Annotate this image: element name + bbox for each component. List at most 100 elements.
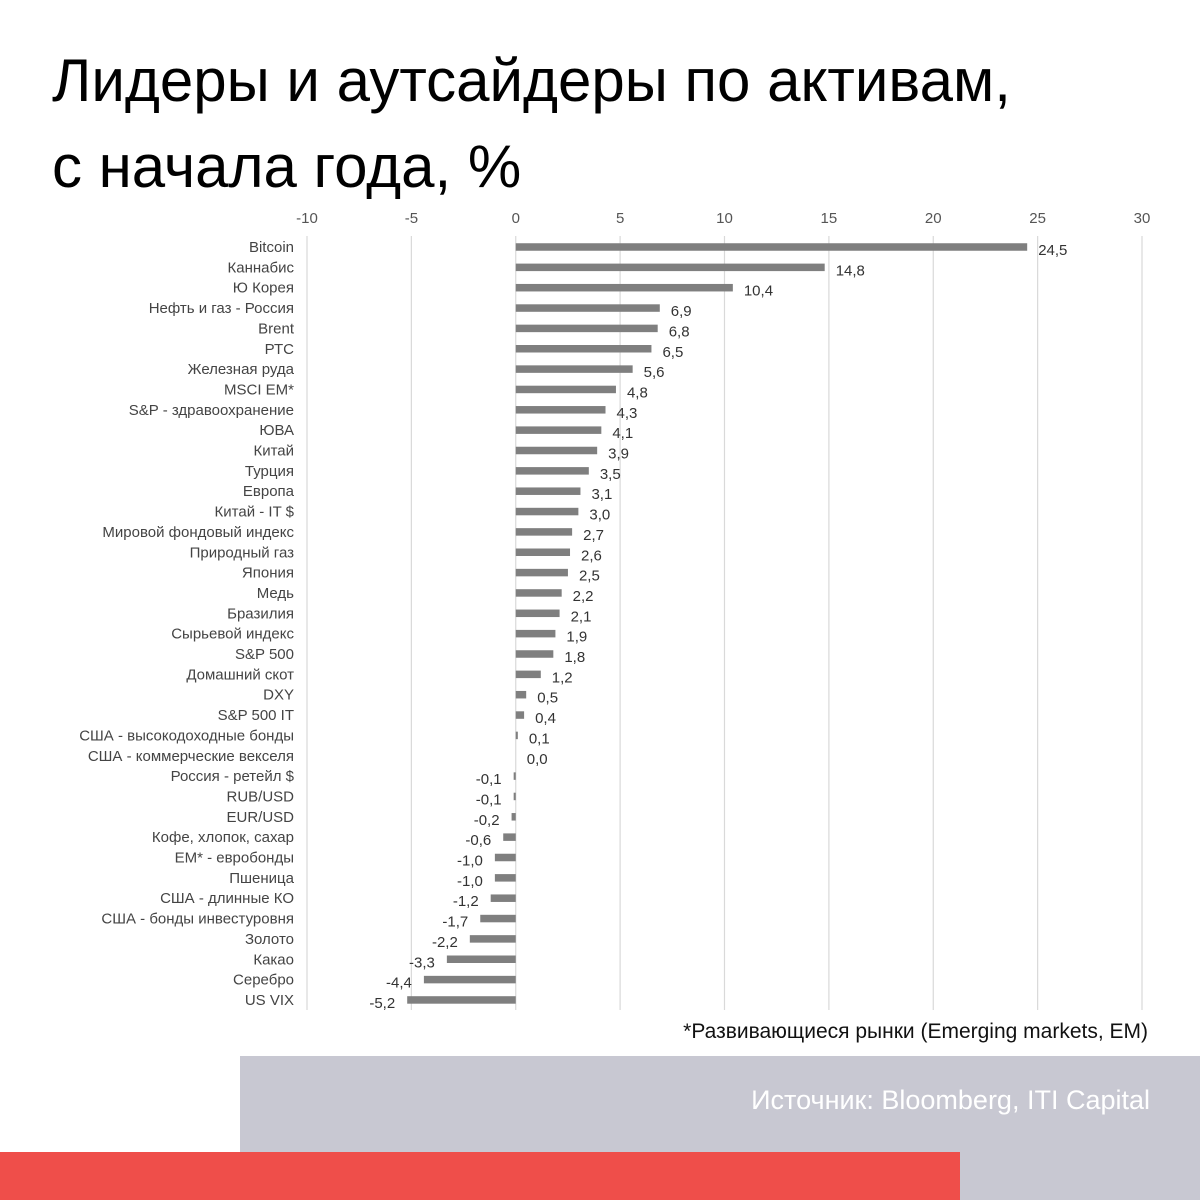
data-label: -0,1 — [476, 791, 502, 808]
category-label: DXY — [263, 687, 294, 704]
category-label: Кофе, хлопок, сахар — [152, 829, 294, 846]
data-label: 14,8 — [836, 262, 865, 279]
data-label: 2,5 — [579, 568, 600, 585]
bar — [515, 528, 573, 536]
category-label: Бразилия — [227, 605, 294, 622]
bar — [515, 507, 579, 516]
data-label: 1,9 — [566, 629, 587, 646]
bar — [515, 324, 658, 333]
x-tick-label: 5 — [616, 210, 624, 227]
data-label: 6,9 — [671, 303, 692, 320]
category-label: РТС — [265, 341, 294, 358]
bar — [446, 955, 516, 963]
data-label: -0,1 — [476, 771, 502, 788]
category-label: Какао — [253, 951, 294, 968]
bar — [515, 385, 616, 394]
bar — [515, 609, 560, 618]
bar — [515, 304, 660, 312]
data-label: 2,2 — [573, 588, 594, 605]
category-label: RUB/USD — [226, 788, 294, 805]
bar — [515, 426, 602, 434]
category-label: Нефть и газ - Россия — [149, 300, 294, 317]
data-label: 0,1 — [529, 730, 550, 747]
bar-chart: -10 -5 0 5 10 15 20 25 30 Bitcoin 24,5 Каннабис 14,8… — [79, 210, 1151, 1012]
chart-title: Лидеры и аутсайдеры по активам, с начала… — [52, 38, 1011, 210]
category-label: Ю Корея — [233, 280, 294, 297]
category-label: Мировой фондовый индекс — [102, 524, 294, 541]
category-label: Китай — [253, 443, 294, 460]
category-label: США - бонды инвестуровня — [101, 911, 294, 928]
bar — [515, 467, 589, 475]
data-label: 4,3 — [617, 405, 638, 422]
bar — [480, 914, 516, 923]
bar — [515, 711, 525, 719]
data-label: 3,0 — [589, 507, 610, 524]
data-label: 5,6 — [644, 364, 665, 381]
data-label: 2,6 — [581, 547, 602, 564]
data-label: -1,7 — [442, 914, 468, 931]
bar — [515, 548, 571, 556]
bar — [490, 894, 516, 902]
bar — [515, 650, 554, 658]
category-label: Железная руда — [188, 361, 295, 378]
category-label: Серебро — [233, 972, 294, 989]
bar — [503, 833, 516, 841]
bar — [515, 487, 581, 495]
data-label: -0,6 — [465, 832, 491, 849]
category-label: Медь — [257, 585, 294, 602]
category-label: Золото — [245, 931, 294, 948]
data-label: 2,7 — [583, 527, 604, 544]
category-label: США - коммерческие векселя — [88, 748, 294, 765]
category-label: Каннабис — [228, 259, 295, 276]
data-label: 3,5 — [600, 466, 621, 483]
data-label: -4,4 — [386, 975, 412, 992]
data-label: 24,5 — [1038, 242, 1067, 259]
x-tick-label: 20 — [925, 210, 942, 227]
data-label: -2,2 — [432, 934, 458, 951]
category-label: ЮВА — [259, 422, 294, 439]
bar — [515, 568, 568, 577]
bar — [515, 263, 825, 272]
source-label: Источник: Bloomberg, ITI Capital — [751, 1085, 1150, 1115]
x-tick-label: 30 — [1134, 210, 1151, 227]
data-label: 6,5 — [662, 344, 683, 361]
category-label: Китай - IT $ — [215, 504, 295, 521]
bar — [515, 589, 562, 597]
bar — [515, 406, 606, 414]
category-label: Пшеница — [229, 870, 294, 887]
category-label: S&P 500 — [235, 646, 294, 663]
chart-title-line-1: Лидеры и аутсайдеры по активам, — [52, 47, 1011, 114]
data-label: 0,4 — [535, 710, 556, 727]
category-label: EUR/USD — [226, 809, 294, 826]
accent-band — [0, 1152, 960, 1200]
bar — [515, 670, 541, 679]
bar — [515, 345, 652, 353]
bar — [511, 813, 516, 821]
bar — [423, 975, 516, 984]
x-tick-label: -5 — [405, 210, 418, 227]
data-label: -3,3 — [409, 954, 435, 971]
bar — [515, 629, 556, 638]
bar — [494, 874, 516, 882]
bar — [515, 283, 733, 292]
bar — [515, 365, 633, 373]
bar — [515, 446, 598, 455]
category-label: Bitcoin — [249, 239, 294, 256]
data-label: 3,9 — [608, 446, 629, 463]
x-tick-label: -10 — [296, 210, 318, 227]
x-tick-label: 15 — [821, 210, 838, 227]
data-label: 0,5 — [537, 690, 558, 707]
category-label: США - высокодоходные бонды — [79, 727, 294, 744]
bar — [515, 690, 527, 699]
category-label: S&P - здравоохранение — [129, 402, 294, 419]
data-label: -0,2 — [474, 812, 500, 829]
category-label: S&P 500 IT — [218, 707, 294, 724]
data-label: 4,1 — [612, 425, 633, 442]
category-label: Домашний скот — [186, 666, 294, 683]
category-label: Сырьевой индекс — [171, 626, 294, 643]
data-label: 4,8 — [627, 384, 648, 401]
x-tick-label: 25 — [1029, 210, 1046, 227]
data-label: 10,4 — [744, 283, 773, 300]
footnote: *Развивающиеся рынки (Emerging markets, … — [683, 1020, 1148, 1043]
category-label: US VIX — [245, 992, 294, 1009]
